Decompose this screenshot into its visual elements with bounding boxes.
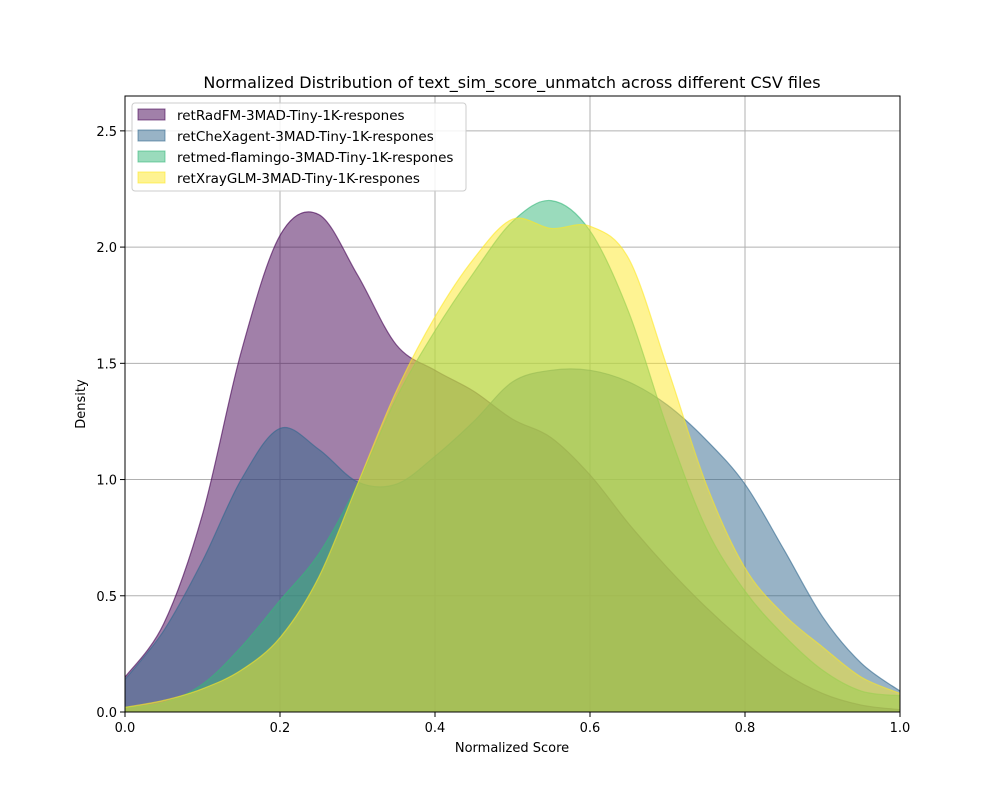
y-tick-label: 1.0	[96, 474, 117, 489]
legend-box	[131, 102, 467, 192]
plot-frame	[124, 95, 901, 713]
y-axis-label: Density	[74, 379, 89, 429]
legend-swatch-4	[137, 171, 166, 184]
chart-title: Normalized Distribution of text_sim_scor…	[203, 73, 820, 93]
x-axis-label: Normalized Score	[455, 741, 569, 756]
legend: retRadFM-3MAD-Tiny-1K-respones retCheXage…	[131, 102, 467, 192]
x-tick-label: 0.2	[270, 721, 291, 736]
legend-swatch-2	[137, 129, 166, 142]
series-area-4	[125, 218, 900, 712]
y-tick-label: 0.0	[96, 706, 117, 721]
y-tick-label: 2.5	[96, 125, 117, 140]
legend-label-2: retCheXagent-3MAD-Tiny-1K-respones	[177, 129, 434, 145]
x-tick-label: 0.6	[580, 721, 601, 736]
legend-swatch-1	[137, 108, 166, 121]
legend-label-4: retXrayGLM-3MAD-Tiny-1K-respones	[177, 171, 420, 187]
y-tick-label: 0.5	[96, 590, 117, 605]
x-tick-label: 1.0	[890, 721, 911, 736]
legend-label-3: retmed-flamingo-3MAD-Tiny-1K-respones	[177, 150, 453, 166]
x-tick-label: 0.8	[735, 721, 756, 736]
y-tick-label: 1.5	[96, 357, 117, 372]
legend-swatch-3	[137, 150, 166, 163]
x-tick-label: 0.0	[115, 721, 136, 736]
y-axis-ticks: 0.0 0.5 1.0 1.5 2.0 2.5	[96, 125, 125, 721]
y-tick-label: 2.0	[96, 241, 117, 256]
series-areas	[124, 199, 901, 712]
x-axis-ticks: 0.0 0.2 0.4 0.6 0.8 1.0	[115, 712, 911, 736]
legend-label-1: retRadFM-3MAD-Tiny-1K-respones	[177, 108, 405, 124]
x-tick-label: 0.4	[425, 721, 446, 736]
series-line-4	[124, 217, 901, 708]
